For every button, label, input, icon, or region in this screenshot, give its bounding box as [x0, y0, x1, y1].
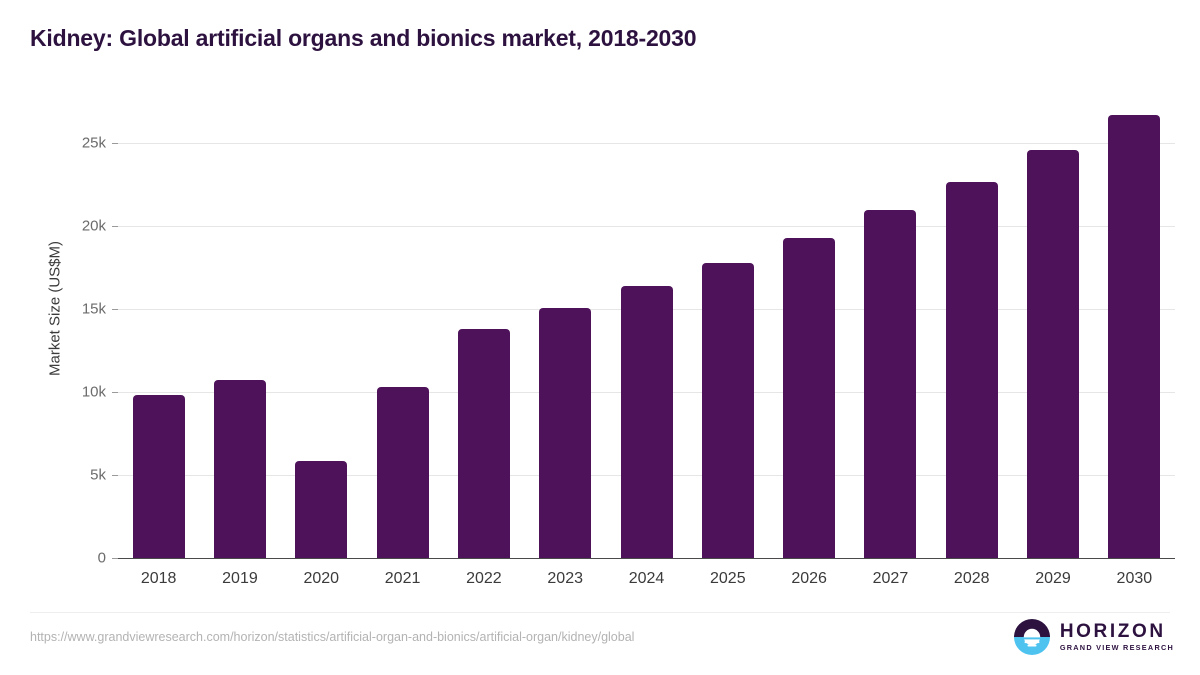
y-axis-ticks: 0 5k 10k 15k 20k 25k — [40, 0, 106, 675]
bar[interactable] — [376, 387, 429, 558]
x-tick-label: 2024 — [628, 570, 665, 587]
horizon-logo: HORIZON GRAND VIEW RESEARCH — [1013, 618, 1174, 656]
bar[interactable] — [1027, 149, 1080, 558]
x-tick-label: 2021 — [384, 570, 421, 587]
y-tick-mark — [112, 309, 118, 311]
bar[interactable] — [213, 380, 266, 558]
x-tick-label: 2022 — [466, 570, 502, 587]
horizon-logo-icon — [1013, 618, 1051, 656]
y-tick-label: 20k — [81, 217, 106, 235]
bar[interactable] — [539, 308, 592, 558]
gridline — [118, 143, 1175, 145]
bar[interactable] — [295, 460, 348, 558]
bar[interactable] — [864, 210, 917, 558]
bar[interactable] — [1108, 114, 1161, 558]
y-tick-label: 10k — [81, 383, 106, 401]
x-tick-label: 2027 — [872, 570, 909, 587]
x-tick-label: 2019 — [222, 570, 258, 587]
y-tick-mark — [112, 475, 118, 477]
x-tick-label: 2029 — [1035, 570, 1071, 587]
y-tick-mark — [112, 143, 118, 145]
x-tick-label: 2026 — [791, 570, 827, 587]
x-tick-label: 2018 — [140, 570, 177, 587]
x-tick-label: 2023 — [547, 570, 583, 587]
footer-divider — [30, 612, 1170, 613]
bar[interactable] — [783, 237, 836, 558]
bar[interactable] — [457, 329, 510, 558]
gridline — [118, 226, 1175, 228]
x-tick-label: 2020 — [303, 570, 340, 587]
horizon-logo-text: HORIZON GRAND VIEW RESEARCH — [1060, 622, 1174, 651]
bar[interactable] — [701, 262, 754, 558]
y-tick-label: 0 — [97, 549, 106, 567]
logo-name: HORIZON — [1059, 621, 1166, 643]
x-tick-label: 2028 — [953, 570, 990, 587]
bar[interactable] — [945, 182, 998, 558]
x-tick-label: 2030 — [1116, 570, 1153, 587]
logo-subtitle: GRAND VIEW RESEARCH — [1059, 643, 1174, 653]
x-tick-label: 2025 — [710, 570, 746, 587]
y-tick-label: 5k — [90, 466, 106, 484]
y-tick-mark — [112, 558, 118, 559]
y-tick-mark — [112, 226, 118, 228]
y-tick-label: 15k — [81, 300, 106, 318]
source-url[interactable]: https://www.grandviewresearch.com/horizo… — [30, 630, 635, 644]
bar[interactable] — [132, 395, 185, 558]
page-title: Kidney: Global artificial organs and bio… — [30, 25, 697, 51]
bar[interactable] — [620, 285, 673, 558]
axis-baseline — [118, 558, 1175, 559]
y-tick-mark — [112, 392, 118, 394]
y-tick-label: 25k — [81, 134, 106, 152]
